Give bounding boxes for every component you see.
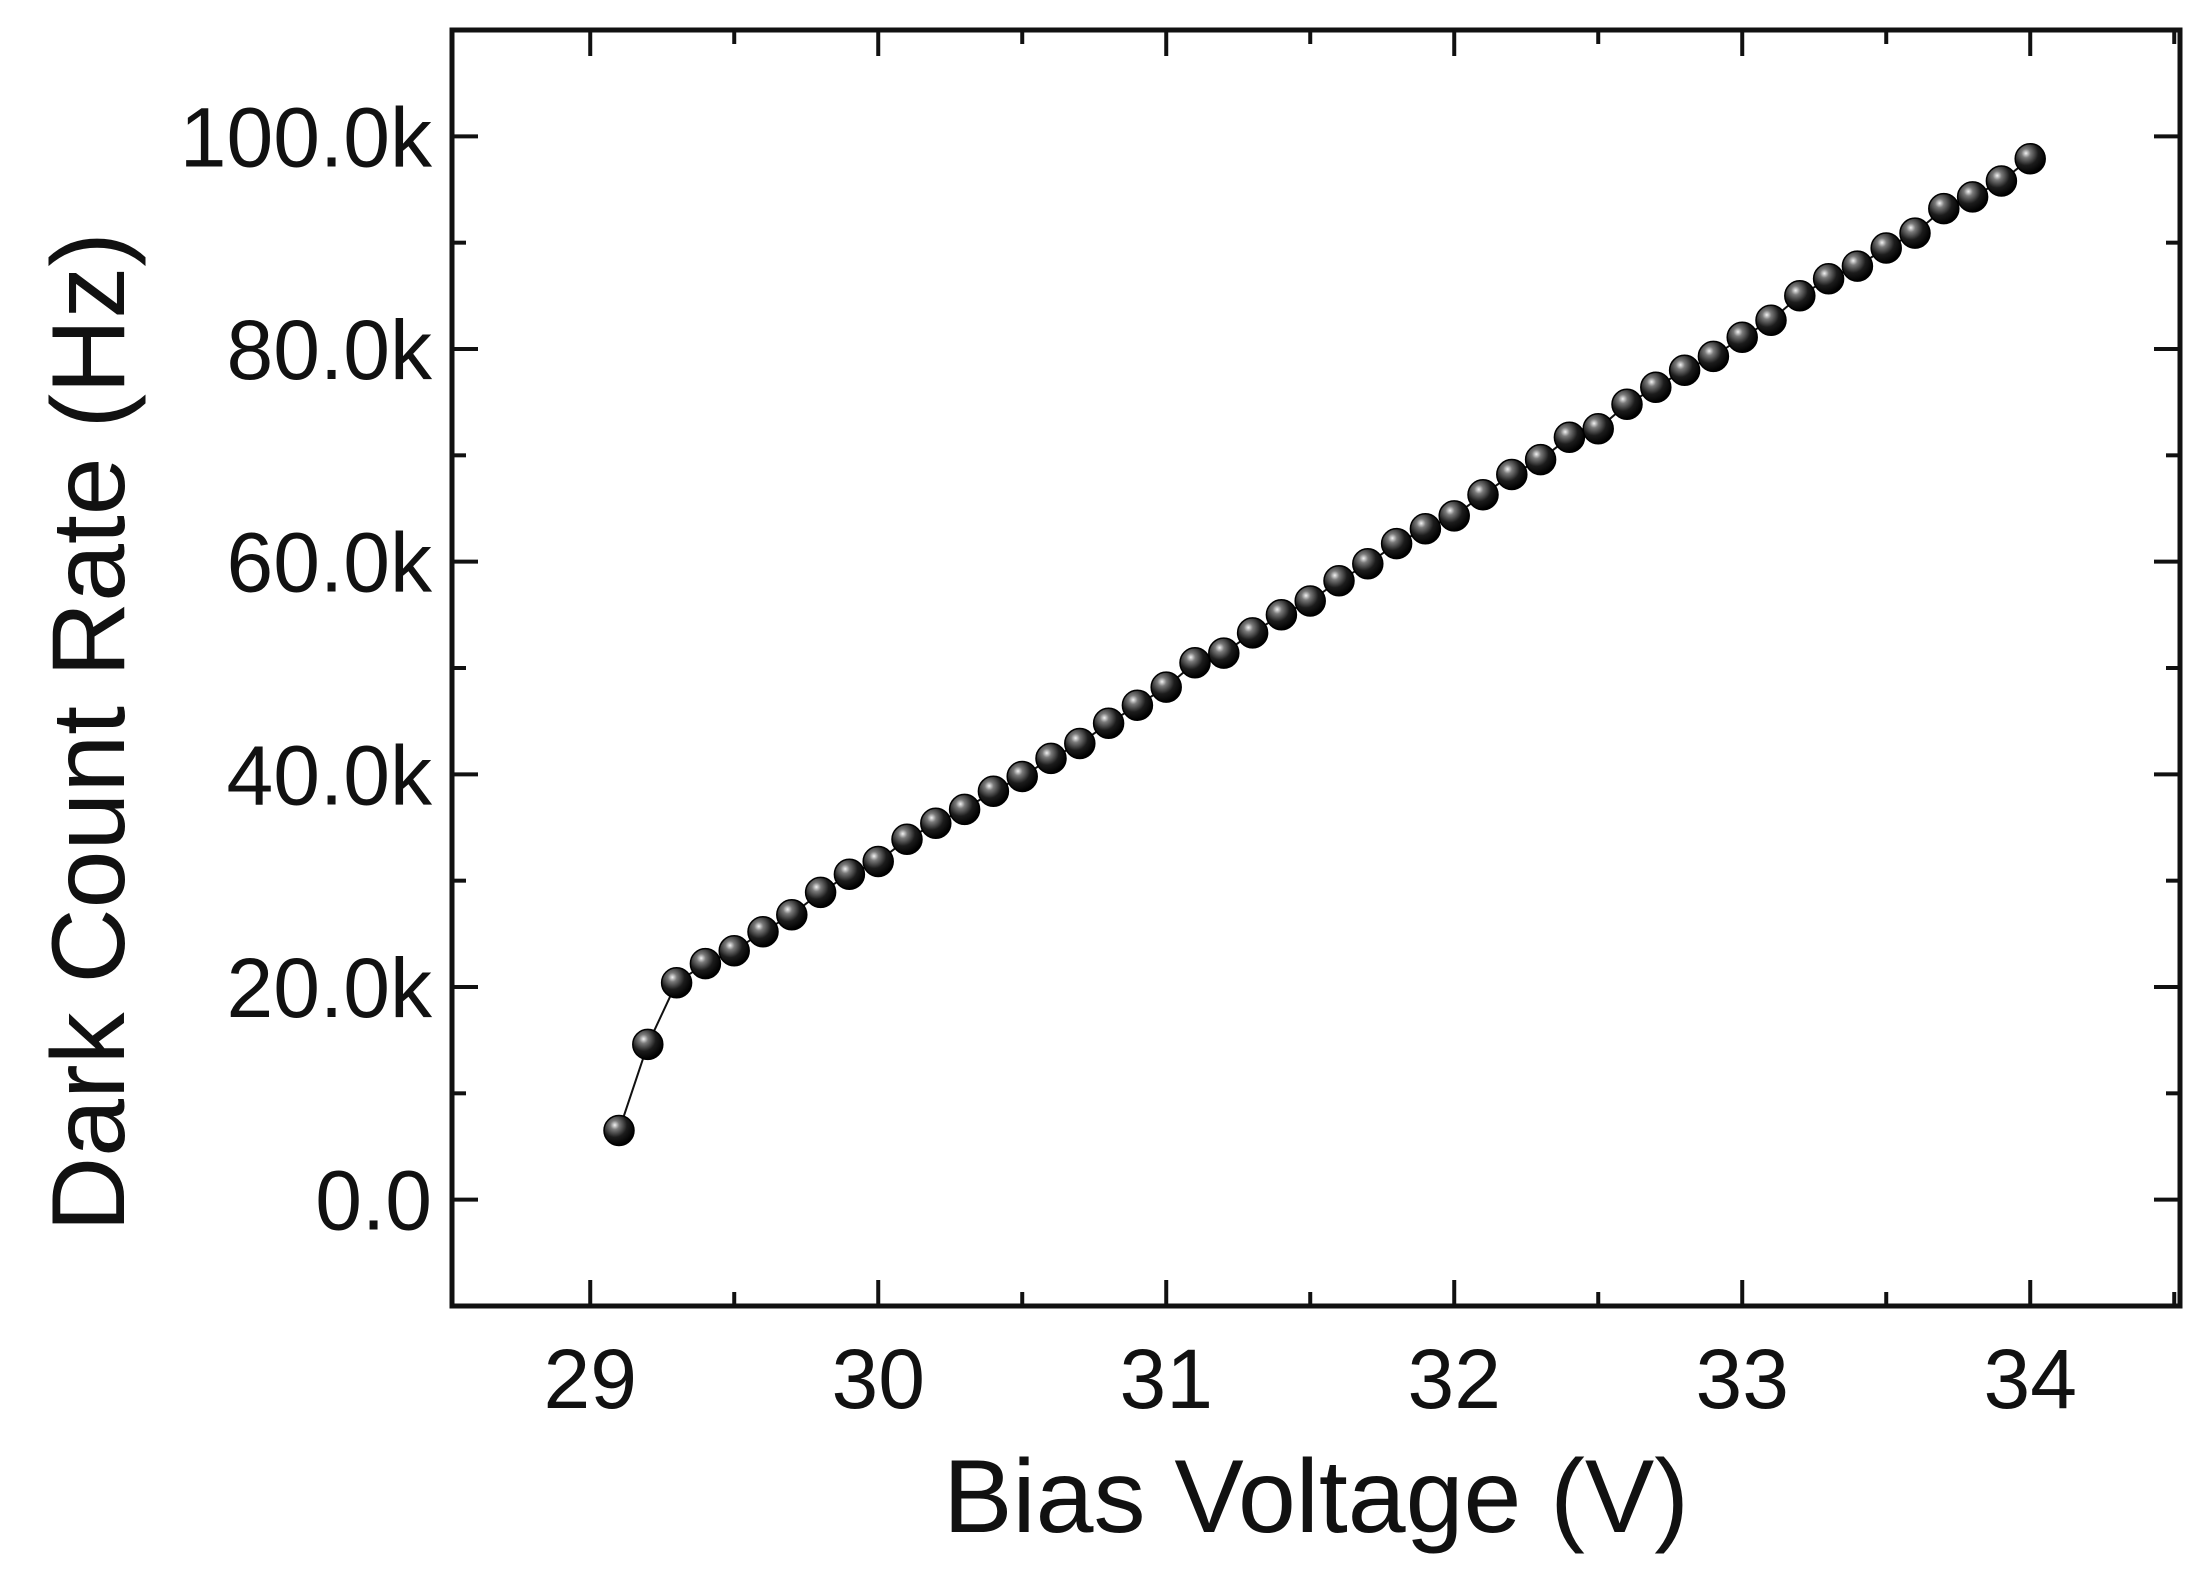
x-tick-label: 29 xyxy=(544,1332,637,1426)
data-point xyxy=(1409,512,1442,545)
data-point xyxy=(1841,250,1874,282)
y-tick-labels: 0.0 20.0k 40.0k 60.0k 80.0k 100.0k xyxy=(180,90,433,1247)
data-point xyxy=(1697,340,1730,373)
data-point xyxy=(776,898,808,931)
x-tick-labels: 29 30 31 32 33 34 xyxy=(544,1332,2077,1426)
data-point xyxy=(1928,192,1960,225)
data-point xyxy=(1956,181,1989,213)
data-point xyxy=(1899,217,1931,249)
data-point xyxy=(862,845,894,878)
data-point xyxy=(632,1028,664,1061)
data-point xyxy=(1467,478,1499,511)
data-point xyxy=(1668,354,1701,387)
y-tick-label: 0.0 xyxy=(315,1154,432,1248)
plot-frame xyxy=(449,27,2183,1309)
y-tick-label: 60.0k xyxy=(227,516,433,610)
data-point xyxy=(1496,458,1528,491)
data-point xyxy=(747,915,779,948)
series-line-layer xyxy=(618,157,2031,1131)
data-point xyxy=(1294,585,1326,617)
data-point xyxy=(1323,565,1355,597)
x-tick-label: 31 xyxy=(1120,1332,1213,1426)
data-point xyxy=(1553,421,1586,454)
data-point xyxy=(1611,388,1643,421)
data-point xyxy=(1179,646,1211,679)
x-tick-label: 33 xyxy=(1696,1332,1789,1426)
data-point xyxy=(948,793,981,826)
y-axis-title: Dark Count Rate (Hz) xyxy=(31,232,147,1232)
data-point xyxy=(1812,263,1845,295)
data-point xyxy=(1985,165,2018,197)
data-points-layer xyxy=(603,142,2046,1147)
data-point xyxy=(660,966,693,999)
data-point xyxy=(1064,727,1096,760)
data-point xyxy=(1150,671,1182,703)
data-point xyxy=(1784,280,1816,312)
data-point xyxy=(891,823,923,855)
y-tick-label: 80.0k xyxy=(227,303,433,397)
data-point xyxy=(1121,689,1154,721)
data-point xyxy=(977,775,1010,808)
data-point xyxy=(1640,371,1672,404)
data-point xyxy=(2014,142,2046,175)
data-point xyxy=(1208,637,1240,669)
x-tick-label: 32 xyxy=(1408,1332,1501,1426)
data-point xyxy=(1352,548,1384,580)
data-point xyxy=(1236,617,1269,649)
x-tick-label: 34 xyxy=(1984,1332,2077,1426)
data-point xyxy=(1380,527,1413,560)
data-point xyxy=(1265,599,1298,631)
data-point xyxy=(1870,232,1902,264)
data-point xyxy=(689,947,722,980)
data-point xyxy=(1582,413,1614,445)
y-tick-label: 100.0k xyxy=(180,90,433,184)
y-tick-label: 20.0k xyxy=(227,941,433,1035)
data-point xyxy=(833,858,866,891)
data-point xyxy=(1726,321,1758,354)
y-tick-label: 40.0k xyxy=(227,728,433,822)
data-point xyxy=(718,935,750,967)
data-point xyxy=(1035,742,1067,775)
series-line xyxy=(618,157,2031,1131)
data-point xyxy=(1438,500,1470,532)
data-point xyxy=(1524,443,1557,476)
data-point xyxy=(1755,304,1787,337)
data-point xyxy=(804,876,837,909)
data-point xyxy=(920,807,952,839)
data-point xyxy=(1006,760,1038,793)
x-axis-title: Bias Voltage (V) xyxy=(943,1439,1689,1555)
x-tick-label: 30 xyxy=(832,1332,925,1426)
data-point xyxy=(603,1114,635,1147)
data-point xyxy=(1092,707,1125,740)
